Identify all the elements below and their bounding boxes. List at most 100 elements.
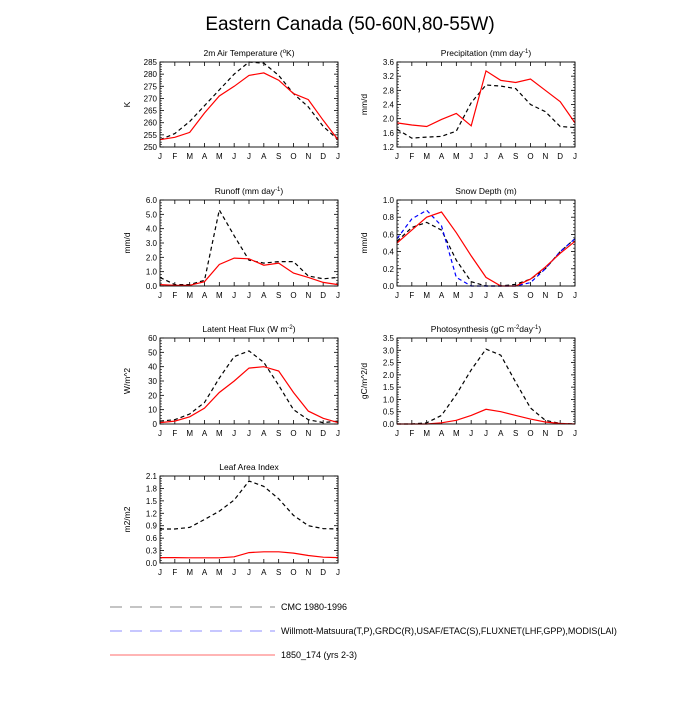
y-tick-label: 1.8 [146, 484, 158, 493]
y-tick-label: 250 [144, 143, 158, 152]
panels: 2m Air Temperature (oK) K 250 255 260 265 270 2… [122, 48, 577, 577]
y-tick-label: 0.9 [146, 522, 158, 531]
x-tick-label: S [276, 568, 281, 577]
x-tick-label: A [202, 568, 208, 577]
x-tick-label: J [336, 429, 340, 438]
y-tick-label: 0.3 [146, 547, 158, 556]
y-axis-label: K [122, 101, 132, 107]
x-tick-label: N [542, 152, 548, 161]
panel-3: Runoff (mm day-1) mm/d 0.0 1.0 2.0 3.0 4.0 5.0 6… [122, 186, 340, 300]
series-line-dash-black [160, 480, 339, 530]
x-tick-label: J [336, 152, 340, 161]
y-tick-label: 0.8 [383, 213, 395, 222]
panel-title: Snow Depth (m) [455, 186, 517, 196]
x-tick-label: F [409, 429, 414, 438]
y-tick-label: 0.0 [383, 282, 395, 291]
y-tick-label: 2.4 [383, 101, 395, 110]
panel-5: Latent Heat Flux (W m-2) W/m^2 0 10 20 30 40 50… [122, 324, 340, 438]
x-tick-label: J [336, 568, 340, 577]
x-tick-label: J [158, 568, 162, 577]
x-tick-label: D [320, 152, 326, 161]
x-tick-label: M [186, 568, 193, 577]
y-tick-label: 6.0 [146, 196, 158, 205]
x-tick-label: M [453, 152, 460, 161]
x-tick-label: S [276, 429, 281, 438]
x-tick-label: O [290, 429, 296, 438]
x-tick-label: J [232, 568, 236, 577]
series-line-solid-red [160, 551, 339, 559]
x-tick-label: J [395, 291, 399, 300]
y-tick-label: 265 [144, 107, 158, 116]
x-tick-label: J [484, 429, 488, 438]
x-tick-label: J [247, 429, 251, 438]
y-axis-label: gC/m^2/d [359, 363, 369, 399]
y-tick-label: 280 [144, 70, 158, 79]
x-tick-label: J [247, 291, 251, 300]
y-tick-label: 260 [144, 119, 158, 128]
x-tick-label: O [290, 152, 296, 161]
x-tick-label: M [186, 291, 193, 300]
x-tick-label: J [232, 291, 236, 300]
x-tick-label: O [290, 568, 296, 577]
legend: CMC 1980-1996 Willmott-Matsuura(T,P),GRDC… [110, 602, 617, 660]
y-tick-label: 60 [148, 334, 157, 343]
x-tick-label: J [484, 152, 488, 161]
x-tick-label: J [247, 568, 251, 577]
plot-frame [159, 199, 339, 287]
x-tick-label: F [172, 429, 177, 438]
series-line-solid-red [396, 211, 576, 287]
y-tick-label: 5.0 [146, 210, 158, 219]
x-tick-label: J [395, 429, 399, 438]
x-tick-label: J [573, 152, 577, 161]
y-tick-label: 2.0 [383, 115, 395, 124]
x-tick-label: F [172, 152, 177, 161]
x-tick-label: D [320, 568, 326, 577]
y-tick-label: 255 [144, 131, 158, 140]
y-tick-label: 2.1 [146, 472, 158, 481]
y-tick-label: 1.2 [383, 143, 395, 152]
x-tick-label: J [232, 429, 236, 438]
x-tick-label: A [439, 152, 445, 161]
series-line-dash-black [397, 348, 576, 425]
panel-title: Photosynthesis (gC m-2day-1) [431, 324, 542, 334]
x-tick-label: O [527, 291, 533, 300]
legend-label: 1850_174 (yrs 2-3) [281, 650, 357, 660]
y-tick-label: 0.2 [383, 265, 395, 274]
plot-frame [159, 337, 339, 425]
y-tick-label: 10 [148, 406, 157, 415]
y-axis-label: m2/m2 [122, 506, 132, 532]
y-tick-label: 3.0 [146, 239, 158, 248]
y-tick-label: 1.6 [383, 129, 395, 138]
y-tick-label: 2.0 [383, 371, 395, 380]
x-tick-label: A [439, 291, 445, 300]
y-axis-label: mm/d [359, 94, 369, 116]
x-tick-label: D [320, 291, 326, 300]
x-tick-label: N [305, 152, 311, 161]
y-tick-label: 0.5 [383, 408, 395, 417]
x-tick-label: N [542, 291, 548, 300]
y-tick-label: 270 [144, 94, 158, 103]
panel-title: Runoff (mm day-1) [215, 186, 284, 196]
x-tick-label: A [202, 291, 208, 300]
x-tick-label: A [202, 152, 208, 161]
x-tick-label: F [172, 568, 177, 577]
plot-frame [396, 199, 576, 287]
y-tick-label: 30 [148, 377, 157, 386]
y-tick-label: 1.0 [383, 196, 395, 205]
y-tick-label: 2.8 [383, 86, 395, 95]
x-tick-label: S [513, 429, 518, 438]
x-tick-label: O [527, 429, 533, 438]
y-tick-label: 3.6 [383, 58, 395, 67]
x-tick-label: M [216, 429, 223, 438]
x-tick-label: J [158, 152, 162, 161]
y-tick-label: 40 [148, 363, 157, 372]
y-axis-label: mm/d [359, 232, 369, 254]
panel-title: Latent Heat Flux (W m-2) [202, 324, 295, 334]
x-tick-label: N [305, 291, 311, 300]
y-tick-label: 285 [144, 58, 158, 67]
x-tick-label: S [276, 152, 281, 161]
x-tick-label: J [469, 291, 473, 300]
y-tick-label: 2.5 [383, 359, 395, 368]
y-tick-label: 20 [148, 391, 157, 400]
series-line-solid-red [159, 72, 339, 141]
